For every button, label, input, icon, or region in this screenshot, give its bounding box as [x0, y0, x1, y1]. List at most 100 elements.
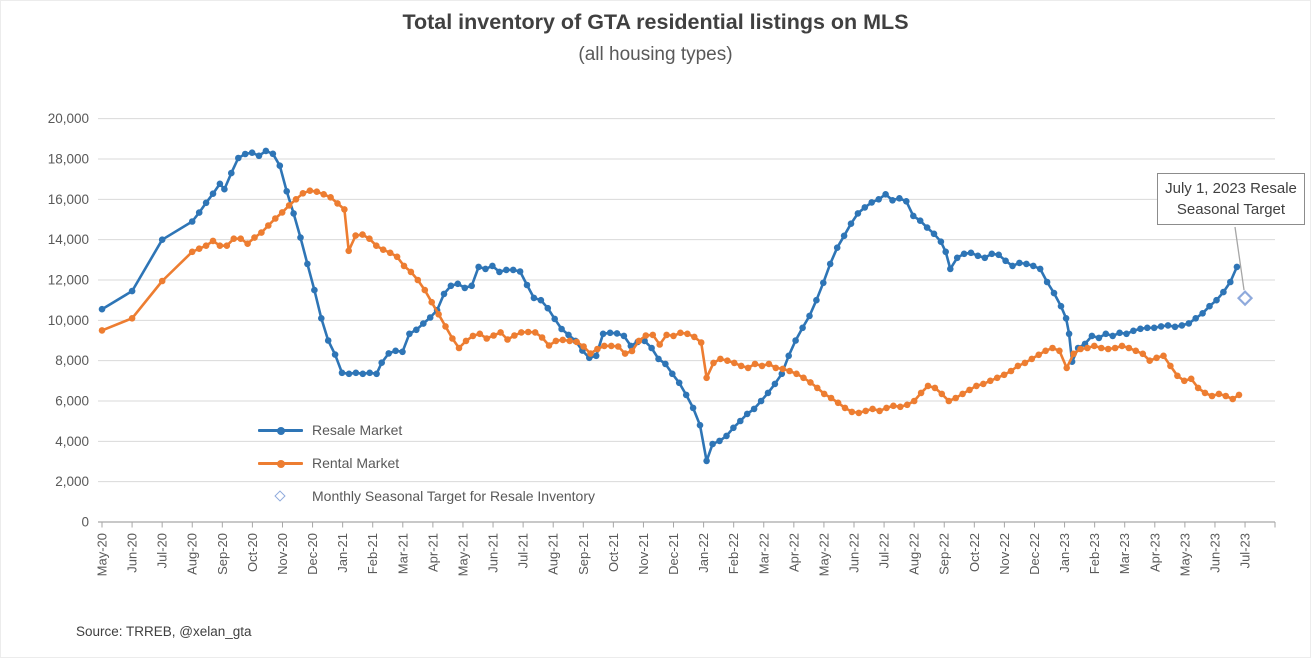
legend-label-resale: Resale Market: [312, 422, 403, 438]
data-point-marker: [1102, 330, 1110, 338]
data-point-marker: [1125, 344, 1133, 352]
x-tick-label: Jul-22: [877, 533, 892, 568]
data-point-marker: [903, 198, 910, 205]
y-tick-label: 12,000: [48, 272, 89, 287]
data-point-marker: [758, 362, 766, 370]
data-point-marker: [594, 345, 601, 353]
data-point-marker: [862, 407, 869, 415]
data-point-marker: [1057, 302, 1065, 310]
data-point-marker: [691, 333, 698, 341]
data-point-marker: [608, 342, 615, 350]
data-point-marker: [833, 244, 841, 251]
data-point-marker: [338, 369, 346, 377]
data-point-marker: [689, 404, 697, 412]
chart-title: Total inventory of GTA residential listi…: [402, 10, 909, 34]
data-point-marker: [447, 282, 455, 290]
data-point-marker: [981, 254, 989, 262]
data-point-marker: [334, 200, 341, 207]
resale-line-swatch-icon: [258, 424, 303, 437]
data-point-marker: [392, 347, 399, 355]
data-point-marker: [320, 191, 328, 198]
data-point-marker: [454, 280, 462, 288]
data-point-marker: [861, 204, 869, 211]
data-point-marker: [379, 246, 387, 253]
data-point-marker: [1095, 334, 1103, 342]
data-point-marker: [662, 360, 669, 368]
data-point-marker: [509, 266, 517, 274]
data-point-marker: [202, 242, 210, 249]
data-point-marker: [345, 247, 353, 255]
data-point-marker: [1171, 323, 1179, 331]
data-point-marker: [241, 150, 249, 158]
data-point-marker: [580, 343, 587, 350]
data-point-marker: [221, 185, 228, 193]
data-point-marker: [1049, 344, 1056, 352]
data-point-marker: [128, 315, 136, 322]
x-tick-label: Mar-21: [395, 533, 410, 574]
y-tick-label: 4,000: [55, 434, 89, 449]
data-point-marker: [195, 245, 203, 252]
data-point-marker: [1201, 389, 1209, 397]
data-point-marker: [807, 379, 814, 386]
data-point-marker: [318, 315, 325, 322]
seasonal-target-diamond-marker: [1236, 290, 1254, 307]
data-point-marker: [98, 305, 106, 313]
x-tick-label: Dec-20: [305, 533, 320, 575]
x-tick-label: Jan-23: [1057, 533, 1072, 573]
data-point-marker: [345, 370, 353, 378]
data-point-marker: [1215, 390, 1223, 398]
data-point-marker: [188, 248, 196, 256]
data-point-marker: [1118, 342, 1126, 350]
data-point-marker: [1213, 296, 1220, 304]
x-tick-label: Nov-22: [997, 533, 1012, 575]
data-point-marker: [304, 260, 311, 268]
data-point-marker: [228, 169, 235, 177]
data-point-marker: [482, 265, 489, 273]
data-point-marker: [743, 410, 751, 418]
data-point-marker: [297, 234, 304, 241]
data-point-marker: [1104, 345, 1112, 353]
data-point-marker: [1199, 310, 1206, 317]
x-tick-label: Sep-21: [576, 533, 591, 575]
data-point-marker: [352, 232, 359, 239]
x-tick-label: Apr-23: [1147, 533, 1162, 572]
x-tick-label: May-23: [1177, 533, 1192, 576]
data-point-marker: [544, 304, 552, 312]
data-point-marker: [757, 397, 765, 405]
data-point-marker: [730, 424, 737, 432]
data-point-marker: [737, 417, 744, 425]
data-point-marker: [724, 357, 731, 365]
data-point-marker: [195, 209, 203, 216]
data-point-marker: [834, 399, 842, 407]
data-point-marker: [366, 235, 373, 242]
y-axis-labels: 0 2,000 4,000 6,000 8,000 10,000 12,000 14,000 1…: [48, 111, 89, 529]
data-point-marker: [1070, 350, 1077, 358]
data-point-marker: [1056, 347, 1063, 355]
data-point-marker: [840, 232, 848, 240]
data-point-marker: [1192, 315, 1199, 322]
data-point-marker: [292, 196, 300, 203]
data-point-marker: [1222, 392, 1230, 400]
data-point-marker: [696, 421, 704, 429]
x-tick-label: Oct-20: [245, 533, 260, 572]
data-point-marker: [1132, 347, 1140, 355]
data-point-marker: [202, 199, 210, 207]
data-point-marker: [1036, 265, 1044, 273]
data-point-marker: [462, 337, 470, 345]
data-point-marker: [1153, 354, 1160, 362]
data-point-marker: [897, 403, 904, 411]
x-tick-label: Dec-22: [1027, 533, 1042, 575]
data-point-marker: [1002, 257, 1009, 265]
data-point-marker: [128, 287, 136, 295]
data-point-marker: [530, 294, 538, 302]
data-point-marker: [1091, 342, 1098, 350]
data-point-marker: [558, 325, 565, 333]
x-tick-label: Aug-20: [185, 533, 200, 575]
data-point-marker: [1023, 260, 1030, 268]
data-point-marker: [628, 347, 636, 355]
data-point-marker: [216, 242, 224, 249]
x-tick-label: Apr-21: [425, 533, 440, 572]
data-point-marker: [426, 314, 434, 321]
diamond-marker-icon: [258, 489, 303, 503]
data-point-marker: [455, 344, 463, 352]
